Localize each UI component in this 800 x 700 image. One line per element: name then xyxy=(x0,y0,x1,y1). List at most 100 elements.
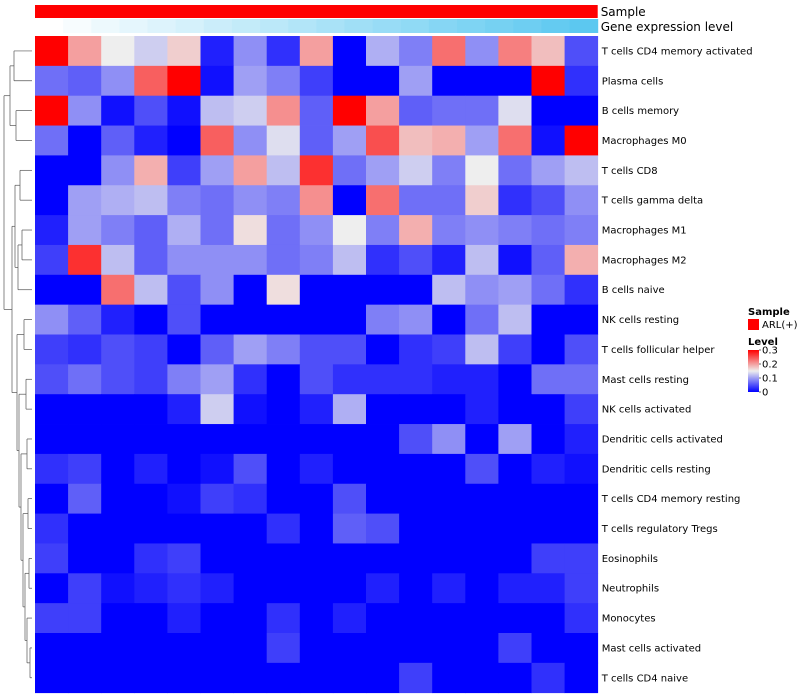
heatmap-cell xyxy=(465,155,499,186)
heatmap-cell xyxy=(35,274,69,306)
heatmap-cell xyxy=(101,483,135,514)
heatmap-cell xyxy=(68,125,102,156)
heatmap-cell xyxy=(167,274,201,306)
heatmap-cell xyxy=(399,334,433,365)
heatmap-cell xyxy=(564,244,599,276)
heatmap-cell xyxy=(465,36,499,67)
heatmap-cell xyxy=(332,394,367,425)
heatmap-cell xyxy=(101,215,135,246)
row-label: Neutrophils xyxy=(602,584,659,595)
heatmap-cell xyxy=(200,603,234,634)
heatmap-cell xyxy=(101,334,135,365)
gene-expression-cell xyxy=(457,19,486,33)
heatmap-cell xyxy=(498,573,532,604)
heatmap-cell xyxy=(564,453,599,485)
heatmap-cell xyxy=(564,424,599,455)
heatmap-cell xyxy=(68,573,102,604)
legend: Sample ARL(+) Level 0.3 0.2 0.1 0 xyxy=(748,307,798,399)
heatmap-cell xyxy=(465,65,499,97)
heatmap-cell xyxy=(432,483,466,514)
heatmap-cell xyxy=(200,215,234,246)
heatmap-cell xyxy=(299,483,334,514)
heatmap-cell xyxy=(200,633,234,664)
heatmap-cell xyxy=(332,155,367,186)
heatmap-cell xyxy=(399,394,433,425)
heatmap-cell xyxy=(68,394,102,425)
heatmap-cell xyxy=(498,274,532,306)
heatmap-cell xyxy=(299,662,334,694)
heatmap-cell xyxy=(68,633,102,664)
row-labels: T cells CD4 memory activated Plasma cells… xyxy=(601,46,753,684)
row-label: B cells memory xyxy=(602,106,679,117)
heatmap-cell xyxy=(266,334,301,365)
heatmap-cell xyxy=(233,185,268,216)
heatmap-cell xyxy=(366,603,400,634)
heatmap-cell xyxy=(35,65,69,97)
heatmap-cell xyxy=(35,36,69,67)
heatmap-cell xyxy=(531,662,565,694)
heatmap-cell xyxy=(233,334,268,365)
heatmap-cell xyxy=(68,244,102,276)
heatmap-cell xyxy=(432,394,466,425)
heatmap-cell xyxy=(35,424,69,455)
heatmap-cell xyxy=(35,394,69,425)
heatmap-cell xyxy=(366,304,400,335)
heatmap-cell xyxy=(498,633,532,664)
heatmap-cell xyxy=(366,274,400,306)
heatmap-cell xyxy=(35,633,69,664)
heatmap-cell xyxy=(101,125,135,156)
heatmap-cell xyxy=(432,215,466,246)
heatmap-cell xyxy=(200,274,234,306)
heatmap-cell xyxy=(432,513,466,544)
heatmap-cell xyxy=(68,185,102,216)
heatmap-cell xyxy=(299,513,334,544)
heatmap-cell xyxy=(432,334,466,365)
heatmap-cell xyxy=(299,633,334,664)
heatmap-cell xyxy=(465,603,499,634)
legend-level-title: Level xyxy=(748,337,778,348)
row-label: Plasma cells xyxy=(602,76,664,87)
heatmap-cell xyxy=(35,155,69,186)
heatmap-cell xyxy=(531,394,565,425)
heatmap-cell xyxy=(531,633,565,664)
heatmap-cell xyxy=(432,364,466,395)
heatmap-cell xyxy=(432,543,466,574)
heatmap-cell xyxy=(35,483,69,514)
heatmap-cell xyxy=(399,543,433,574)
heatmap-cell xyxy=(531,215,565,246)
heatmap-cell xyxy=(366,334,400,365)
heatmap-cell xyxy=(134,334,168,365)
heatmap-cell xyxy=(564,185,599,216)
heatmap-cell xyxy=(432,36,466,67)
heatmap-cell xyxy=(531,513,565,544)
heatmap-cell xyxy=(299,125,334,156)
heatmap-cell xyxy=(498,185,532,216)
heatmap-cell xyxy=(266,65,301,97)
heatmap-cell xyxy=(465,215,499,246)
heatmap-cell xyxy=(498,364,532,395)
heatmap-cell xyxy=(366,662,400,694)
heatmap-cell xyxy=(134,513,168,544)
heatmap-cell xyxy=(399,125,433,156)
heatmap-cell xyxy=(35,304,69,335)
heatmap-cell xyxy=(564,36,599,67)
heatmap-cell xyxy=(101,65,135,97)
row-label: T cells gamma delta xyxy=(601,196,703,207)
heatmap-cell xyxy=(35,453,69,485)
heatmap-cell xyxy=(366,424,400,455)
heatmap-cell xyxy=(531,65,565,97)
heatmap-cell xyxy=(432,155,466,186)
heatmap-cell xyxy=(465,424,499,455)
heatmap-cell xyxy=(266,215,301,246)
row-label: NK cells resting xyxy=(602,315,679,326)
heatmap-cell xyxy=(68,274,102,306)
heatmap-cell xyxy=(167,36,201,67)
heatmap-cell xyxy=(233,483,268,514)
heatmap-cell xyxy=(266,603,301,634)
gene-expression-cell xyxy=(203,19,233,33)
heatmap-cell xyxy=(266,662,301,694)
heatmap-cell xyxy=(134,185,168,216)
legend-ticks: 0.3 0.2 0.1 0 xyxy=(759,346,778,399)
heatmap-cell xyxy=(465,95,499,126)
heatmap-cell xyxy=(68,513,102,544)
